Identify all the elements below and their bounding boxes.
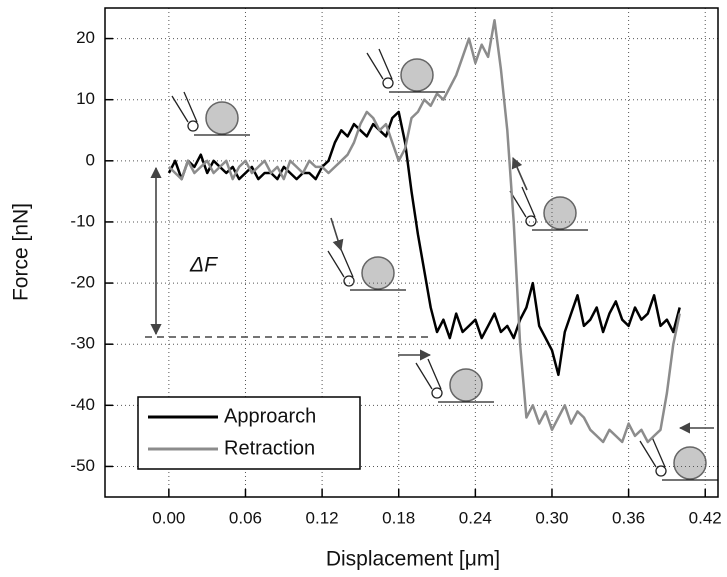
arrow: [330, 217, 344, 252]
icon: [415, 358, 495, 403]
x-tick-label: 0.36: [612, 508, 645, 527]
y-tick-label: -20: [70, 273, 95, 292]
y-tick-label: -50: [70, 456, 95, 475]
series-line: [167, 110, 681, 377]
plot-frame: [104, 7, 719, 498]
x-tick-label: 0.30: [535, 508, 568, 527]
arrow: [511, 156, 528, 191]
legend-box: [137, 396, 361, 470]
x-axis-title: Displacement [μm]: [326, 548, 500, 571]
y-tick-label: -40: [70, 395, 95, 414]
series-line: [168, 18, 681, 444]
legend-label: Retraction: [224, 437, 315, 459]
x-tick-label: 0.00: [152, 508, 185, 527]
y-tick-label: 20: [76, 28, 95, 47]
y-tick-label: -30: [70, 334, 95, 353]
x-tick-label: 0.24: [459, 508, 492, 527]
icon: [327, 246, 407, 291]
icon: [366, 48, 446, 93]
x-tick-label: 0.06: [229, 508, 262, 527]
y-tick-label: 10: [76, 89, 95, 108]
x-tick-label: 0.18: [382, 508, 415, 527]
icon: [639, 436, 719, 481]
schematic-icons: [145, 48, 719, 481]
x-tick-label: 0.42: [689, 508, 722, 527]
icon: [171, 91, 251, 136]
x-tick-label: 0.12: [306, 508, 339, 527]
legend-label: Approarch: [224, 405, 316, 427]
y-tick-label: 0: [86, 150, 95, 169]
y-axis-title: Force [nN]: [10, 203, 33, 301]
icon: [509, 186, 589, 231]
annotation: ΔF: [189, 254, 218, 277]
y-tick-label: -10: [70, 211, 95, 230]
